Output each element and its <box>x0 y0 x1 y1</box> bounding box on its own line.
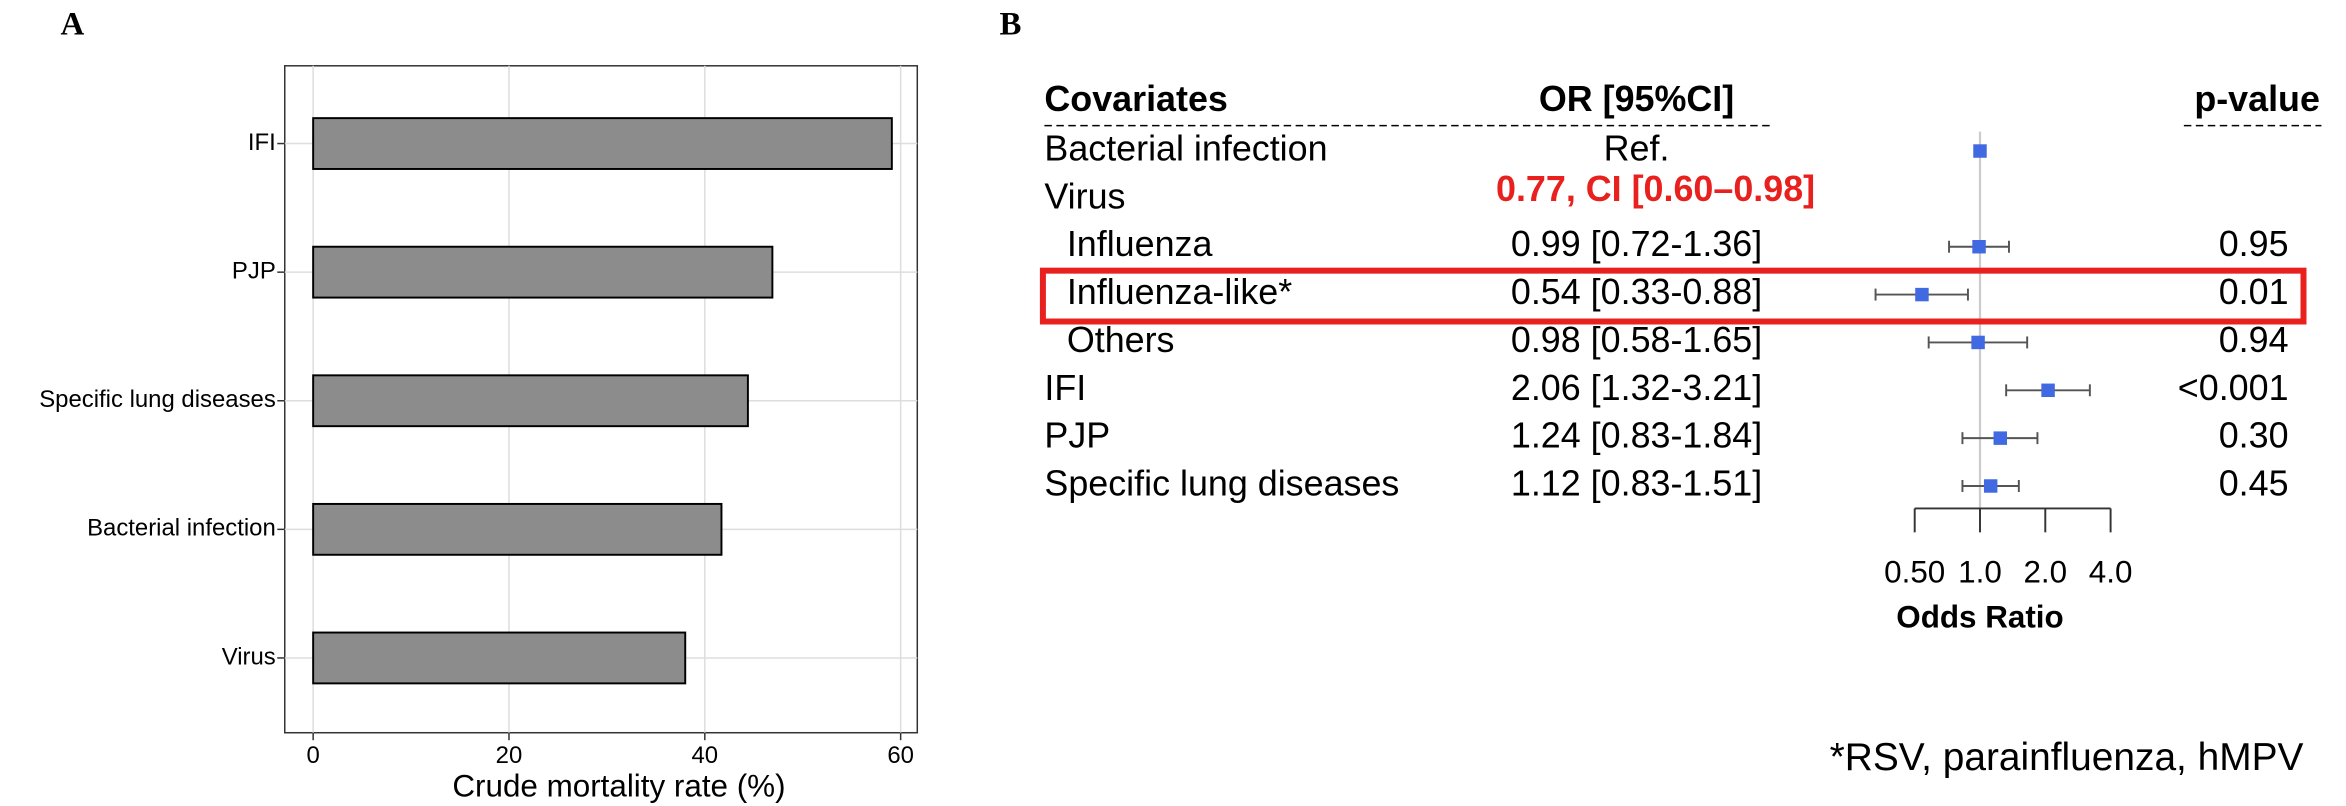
or-ci: 0.99 [0.72-1.36] <box>1511 224 1762 264</box>
annotation: 0.77, CI [0.60–0.98] <box>1496 169 1815 209</box>
row-label: Influenza-like* <box>1067 272 1292 312</box>
p-value: 0.45 <box>2219 463 2289 503</box>
point-marker <box>1983 479 1998 493</box>
row-label: Others <box>1067 320 1175 360</box>
bar <box>312 117 893 170</box>
x-tick-label: 40 <box>692 742 719 769</box>
x-axis-title: Odds Ratio <box>1896 599 2063 634</box>
panel-label: A <box>60 6 84 42</box>
column-header: OR [95%CI] <box>1539 79 1734 119</box>
column-header: p-value <box>2194 79 2320 119</box>
row-label: Bacterial infection <box>1044 129 1327 169</box>
or-ci: 1.24 [0.83-1.84] <box>1511 416 1762 456</box>
point-marker <box>1993 431 2007 445</box>
x-tick-label: 4.0 <box>2089 555 2133 590</box>
y-tick-label: Virus <box>222 643 276 670</box>
highlight-box <box>1039 267 2307 325</box>
p-value: 0.30 <box>2219 416 2289 456</box>
or-ci: Ref. <box>1604 129 1670 169</box>
column-header: Covariates <box>1044 79 1227 119</box>
p-value: 0.95 <box>2219 224 2289 264</box>
or-ci: 0.54 [0.33-0.88] <box>1511 272 1762 312</box>
row-label: Influenza <box>1067 224 1213 264</box>
footnote: *RSV, parainfluenza, hMPV <box>1830 736 2304 779</box>
x-tick-label: 1.0 <box>1958 555 2002 590</box>
row-label: Specific lung diseases <box>1044 463 1399 503</box>
point-marker <box>1915 287 1929 302</box>
x-tick-label: 20 <box>496 742 523 769</box>
or-ci: 1.12 [0.83-1.51] <box>1511 463 1762 503</box>
p-value: 0.94 <box>2219 320 2289 360</box>
x-tick-label: 2.0 <box>2023 555 2067 590</box>
or-ci: 0.98 [0.58-1.65] <box>1511 320 1762 360</box>
y-tick-label: Specific lung diseases <box>39 386 276 413</box>
row-label: Virus <box>1044 176 1125 216</box>
point-marker <box>1973 144 1987 158</box>
p-value: 0.01 <box>2219 272 2289 312</box>
y-tick-label: IFI <box>248 129 276 156</box>
bar <box>312 631 687 685</box>
p-value: <0.001 <box>2178 368 2289 408</box>
point-marker <box>1971 335 1985 350</box>
x-axis-title: Crude mortality rate (%) <box>452 768 785 803</box>
point-marker <box>1972 240 1986 254</box>
bar <box>312 374 749 428</box>
row-label: PJP <box>1044 416 1110 456</box>
y-tick-label: PJP <box>232 257 276 284</box>
x-tick-label: 60 <box>887 742 914 769</box>
row-label: IFI <box>1044 368 1086 408</box>
x-tick-label: 0 <box>307 742 320 769</box>
x-tick-label: 0.50 <box>1884 555 1945 590</box>
y-tick-label: Bacterial infection <box>87 515 276 542</box>
bar <box>312 502 723 556</box>
panel-label: B <box>1000 6 1022 42</box>
point-marker <box>2041 383 2055 398</box>
bar <box>312 245 774 299</box>
or-ci: 2.06 [1.32-3.21] <box>1511 368 1762 408</box>
